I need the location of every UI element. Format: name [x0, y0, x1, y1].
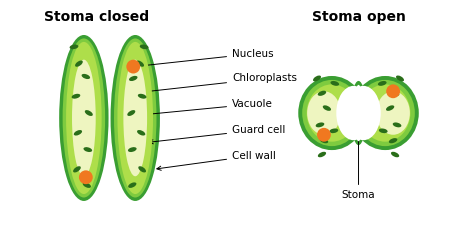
Ellipse shape — [307, 91, 341, 135]
Ellipse shape — [336, 86, 371, 140]
Ellipse shape — [70, 45, 78, 49]
Ellipse shape — [386, 105, 394, 111]
Ellipse shape — [66, 42, 101, 194]
Ellipse shape — [393, 122, 401, 127]
Ellipse shape — [140, 45, 148, 49]
Ellipse shape — [128, 110, 135, 116]
Ellipse shape — [138, 166, 146, 173]
Ellipse shape — [129, 76, 137, 81]
Ellipse shape — [128, 182, 137, 188]
Ellipse shape — [360, 84, 410, 142]
Ellipse shape — [137, 61, 144, 67]
Ellipse shape — [73, 166, 81, 173]
Ellipse shape — [391, 152, 399, 157]
Ellipse shape — [298, 76, 365, 150]
Ellipse shape — [318, 152, 326, 157]
Ellipse shape — [352, 76, 419, 150]
Ellipse shape — [391, 91, 399, 96]
Text: Vacuole: Vacuole — [134, 99, 273, 117]
Ellipse shape — [313, 76, 321, 81]
Ellipse shape — [63, 38, 105, 198]
Ellipse shape — [83, 147, 92, 152]
Ellipse shape — [379, 128, 388, 133]
Ellipse shape — [389, 138, 397, 143]
Circle shape — [386, 84, 400, 98]
Ellipse shape — [307, 84, 357, 142]
Ellipse shape — [75, 61, 83, 67]
Ellipse shape — [123, 60, 147, 176]
Text: Nucleus: Nucleus — [138, 49, 273, 68]
Text: Cell wall: Cell wall — [157, 151, 276, 170]
Ellipse shape — [318, 91, 326, 96]
Ellipse shape — [376, 91, 410, 135]
Text: Stoma open: Stoma open — [311, 10, 405, 24]
Text: Stoma: Stoma — [342, 109, 375, 200]
Ellipse shape — [346, 86, 381, 140]
Ellipse shape — [323, 105, 331, 111]
Ellipse shape — [118, 42, 153, 194]
Ellipse shape — [329, 128, 338, 133]
Ellipse shape — [302, 80, 362, 146]
Text: Chloroplasts: Chloroplasts — [144, 73, 297, 94]
Ellipse shape — [110, 35, 160, 201]
Ellipse shape — [316, 122, 324, 127]
Ellipse shape — [72, 94, 80, 99]
Ellipse shape — [356, 80, 415, 146]
Ellipse shape — [85, 110, 93, 116]
Ellipse shape — [351, 81, 366, 145]
Circle shape — [317, 128, 331, 142]
Ellipse shape — [137, 130, 146, 136]
Ellipse shape — [72, 60, 96, 176]
Ellipse shape — [82, 182, 91, 188]
Ellipse shape — [354, 85, 364, 141]
Ellipse shape — [59, 35, 109, 201]
Circle shape — [127, 60, 140, 73]
Ellipse shape — [82, 74, 90, 79]
Ellipse shape — [74, 130, 82, 136]
Ellipse shape — [114, 38, 156, 198]
Ellipse shape — [378, 81, 387, 86]
Ellipse shape — [128, 147, 137, 152]
Ellipse shape — [396, 76, 404, 81]
Text: Guard cell: Guard cell — [149, 125, 285, 144]
Text: Stoma closed: Stoma closed — [44, 10, 149, 24]
Circle shape — [79, 170, 93, 184]
Ellipse shape — [330, 81, 339, 86]
Ellipse shape — [319, 138, 328, 143]
Ellipse shape — [138, 94, 146, 99]
